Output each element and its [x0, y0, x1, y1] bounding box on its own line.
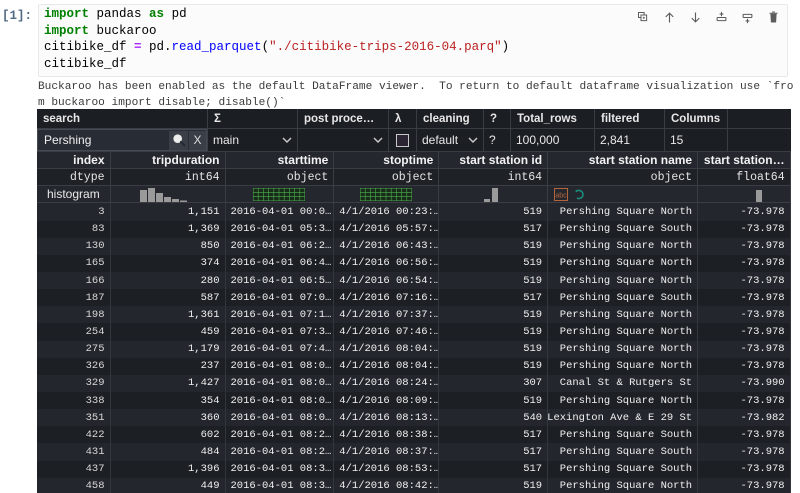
svg-text:abc: abc — [555, 192, 567, 199]
